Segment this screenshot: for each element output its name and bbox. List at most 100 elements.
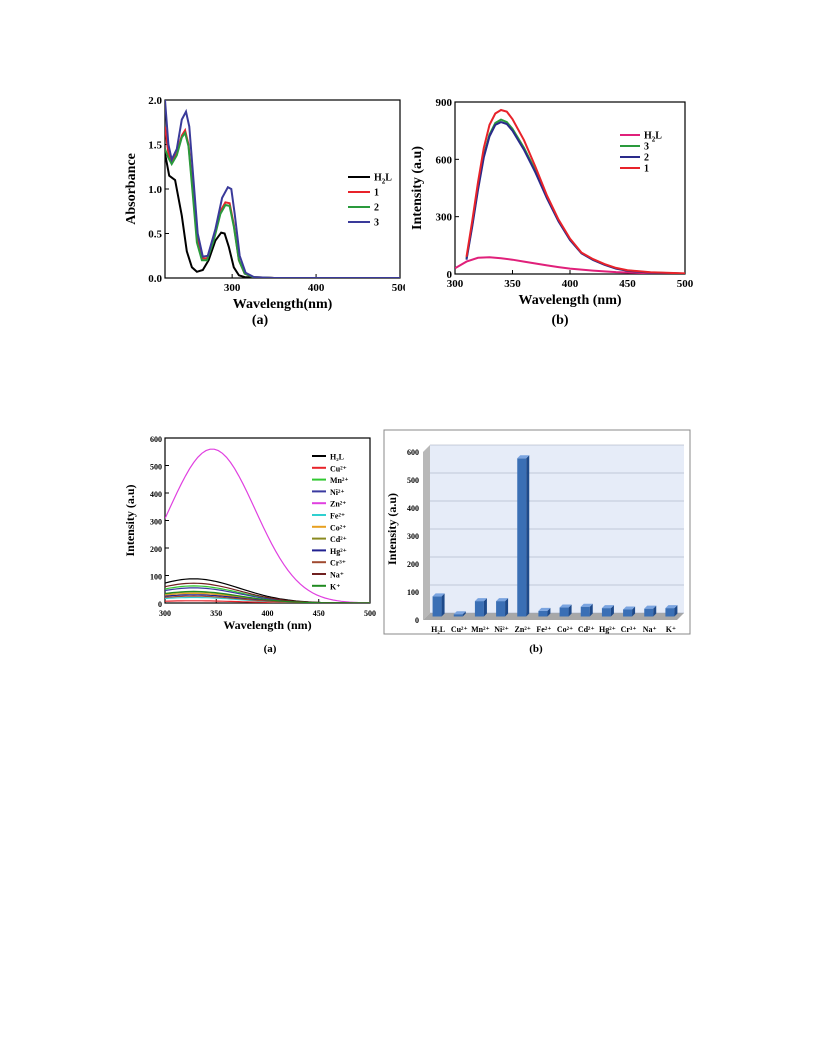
bar-top-10 [644, 605, 657, 609]
legend-label-1: Cu²⁺ [330, 464, 347, 473]
bar-side-11 [674, 605, 678, 617]
x-category-label: Na⁺ [643, 625, 657, 634]
chart-absorbance: 300 400 500 0.0 0.5 1.0 1.5 2.0 Wavelength(nm) Ab… [124, 95, 405, 312]
bar-4 [517, 458, 527, 617]
chart-emission-ions: 300 350 400 450 500 0 100 200 300 400 500 600 Wavele… [123, 435, 376, 632]
y-tick-label: 600 [150, 435, 162, 444]
bar-0 [432, 596, 442, 617]
bar-top-3 [496, 598, 509, 602]
y-tick-label: 600 [436, 154, 453, 166]
bar-side-8 [610, 605, 614, 617]
series-line-3 [465, 108, 685, 274]
y-tick-label: 100 [407, 588, 419, 597]
x-category-label: Cr³⁺ [621, 625, 637, 634]
x-tick-label: 400 [308, 282, 325, 294]
x-tick-label: 350 [210, 609, 222, 618]
y-tick-label: 200 [407, 560, 419, 569]
x-axis-title: Wavelength (nm) [518, 293, 621, 308]
y-tick-label: 300 [150, 518, 162, 527]
legend-label-9: Cr³⁺ [330, 559, 346, 568]
y-axis-title: Intensity (a.u) [123, 484, 137, 556]
side-wall [423, 445, 430, 620]
series-line-2 [465, 121, 685, 274]
x-tick-label: 300 [159, 609, 171, 618]
y-tick-label: 400 [150, 490, 162, 499]
y-tick-label: 2.0 [148, 95, 162, 107]
legend-label-2: Mn²⁺ [330, 476, 349, 485]
y-tick-label: 500 [150, 463, 162, 472]
y-tick-label: 0.0 [148, 273, 162, 285]
bar-side-2 [483, 598, 487, 617]
legend-label-2: 2 [644, 153, 649, 164]
bar-10 [644, 608, 654, 617]
bar-side-5 [547, 607, 551, 617]
series-line-1 [165, 600, 370, 603]
legend-label-3: 1 [644, 164, 649, 175]
x-tick-label: 450 [313, 609, 325, 618]
y-tick-label: 500 [407, 476, 419, 485]
bar-11 [665, 608, 675, 617]
bar-7 [580, 606, 590, 617]
legend-label-6: Co²⁺ [330, 523, 346, 532]
bar-top-0 [432, 593, 445, 597]
bar-3 [496, 601, 506, 617]
bar-side-4 [526, 455, 530, 617]
y-axis-title: Intensity (a.u) [410, 146, 425, 230]
y-tick-label: 0 [415, 616, 419, 625]
y-tick-label: 100 [150, 573, 162, 582]
panel-label-a-top: (a) [251, 313, 269, 328]
bar-top-2 [474, 598, 487, 602]
legend-label-1: 1 [374, 188, 379, 199]
x-category-label: Fe²⁺ [536, 625, 551, 634]
legend-label-2: 2 [374, 203, 379, 214]
bar-top-4 [517, 455, 530, 459]
x-category-label: Ni²⁺ [494, 625, 509, 634]
legend-label-4: Zn²⁺ [330, 500, 346, 509]
x-tick-label: 350 [504, 278, 521, 290]
legend-label-0: H2L [644, 131, 662, 144]
bar-top-7 [580, 603, 593, 607]
x-tick-label: 400 [562, 278, 579, 290]
legend-label-1: 3 [644, 142, 649, 153]
x-axis-title: Wavelength(nm) [233, 297, 333, 312]
legend-label-5: Fe²⁺ [330, 512, 345, 521]
bar-top-5 [538, 607, 551, 611]
x-tick-label: 500 [364, 609, 376, 618]
y-tick-label: 900 [436, 97, 453, 109]
bar-side-0 [441, 593, 445, 617]
series-line-2 [165, 130, 400, 278]
bar-2 [474, 601, 484, 617]
x-category-label: Hg²⁺ [599, 625, 616, 634]
series-line-11 [165, 590, 370, 603]
y-tick-label: 0 [447, 269, 453, 281]
bar-5 [538, 610, 548, 617]
x-tick-label: 500 [677, 278, 694, 290]
bar-side-10 [653, 605, 657, 617]
bar-side-1 [462, 611, 466, 617]
bar-top-6 [559, 604, 572, 608]
series-line-0 [165, 153, 400, 278]
x-axis-title: Wavelength (nm) [223, 618, 311, 632]
bar-side-9 [632, 606, 636, 617]
legend-label-8: Hg²⁺ [330, 547, 347, 556]
y-tick-label: 300 [436, 212, 453, 224]
y-tick-label: 1.5 [148, 140, 162, 152]
x-category-label: Cd²⁺ [578, 625, 595, 634]
x-tick-label: 450 [619, 278, 636, 290]
chart-bar-intensity: 0 100 200 300 400 500 600 Intensity (a.u) H₂L Cu²… [383, 429, 691, 635]
legend-label-3: Ni²⁺ [330, 488, 345, 497]
y-tick-label: 200 [150, 545, 162, 554]
panel-label-b-bottom: (b) [529, 643, 543, 655]
x-category-label: H₂L [431, 625, 445, 634]
y-tick-label: 400 [407, 504, 419, 513]
panel-label-b-top: (b) [551, 313, 569, 328]
bar-side-6 [568, 604, 572, 617]
y-tick-label: 0 [158, 600, 162, 609]
bar-top-8 [601, 605, 614, 609]
y-tick-label: 300 [407, 532, 419, 541]
legend-label-0: H₂L [330, 453, 344, 462]
floor [423, 613, 684, 620]
legend-label-0: H2L [374, 173, 392, 186]
legend-label-11: K⁺ [330, 582, 340, 591]
